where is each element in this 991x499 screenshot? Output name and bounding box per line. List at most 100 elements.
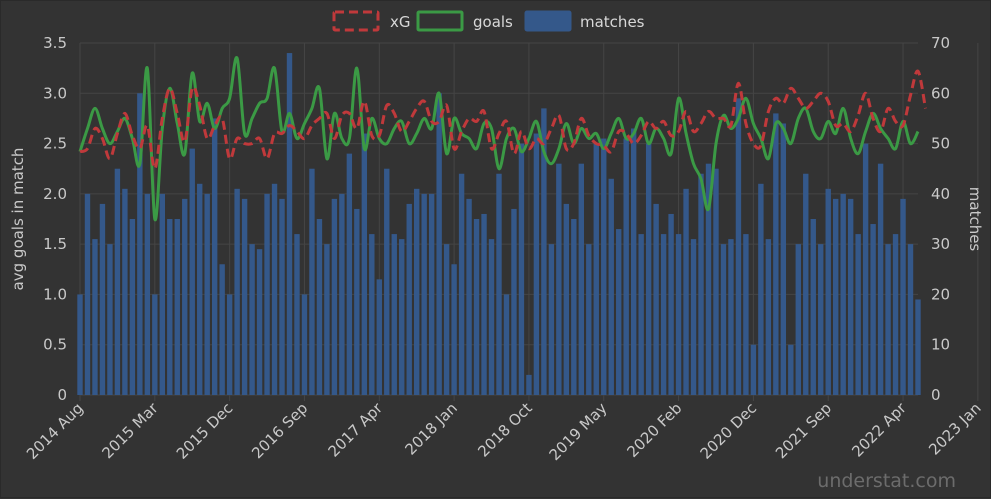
bar-matches bbox=[92, 239, 98, 395]
y-tick-right: 20 bbox=[931, 285, 950, 303]
bar-matches bbox=[840, 193, 846, 395]
bar-matches bbox=[750, 344, 757, 395]
bar-matches bbox=[129, 219, 136, 395]
bar-matches bbox=[279, 198, 285, 395]
y-tick-left: 0.5 bbox=[43, 336, 67, 354]
y-tick-left: 2.0 bbox=[43, 185, 67, 203]
bar-matches bbox=[182, 198, 188, 395]
y-tick-right: 50 bbox=[931, 135, 950, 153]
bar-matches bbox=[533, 133, 540, 395]
legend-label: goals bbox=[473, 13, 513, 31]
bar-matches bbox=[391, 234, 397, 395]
bar-matches bbox=[414, 188, 420, 395]
x-tick-label: 2018 Jan bbox=[401, 399, 460, 458]
bar-matches bbox=[623, 138, 629, 396]
bar-matches bbox=[309, 168, 315, 395]
legend-label: xG bbox=[390, 13, 411, 31]
bar-matches bbox=[399, 239, 405, 395]
bar-matches bbox=[503, 294, 510, 395]
legend-item-goals: goals bbox=[416, 10, 513, 32]
x-tick-label: 2023 Jan bbox=[925, 399, 984, 458]
bar-matches bbox=[758, 183, 764, 395]
bar-matches bbox=[137, 93, 143, 396]
bar-matches bbox=[653, 203, 659, 395]
bar-matches bbox=[301, 294, 308, 395]
bar-matches bbox=[862, 143, 869, 395]
bar-matches bbox=[324, 244, 330, 395]
bar-matches bbox=[660, 234, 667, 395]
bar-matches bbox=[436, 93, 442, 396]
legend-item-xG: xG bbox=[332, 10, 411, 32]
bar-matches bbox=[316, 219, 323, 395]
bar-matches bbox=[638, 234, 644, 395]
bar-matches bbox=[578, 163, 584, 395]
bar-matches bbox=[84, 193, 91, 395]
bar-matches bbox=[234, 188, 240, 395]
bar-matches bbox=[354, 208, 360, 395]
bar-matches bbox=[481, 213, 487, 395]
bar-matches bbox=[563, 203, 570, 395]
watermark-text: understat.com bbox=[817, 470, 956, 492]
bar-matches bbox=[870, 224, 876, 395]
bar-matches bbox=[683, 188, 689, 395]
bar-matches bbox=[541, 108, 547, 395]
bar-matches bbox=[780, 123, 787, 395]
x-tick-label: 2018 Oct bbox=[474, 399, 536, 461]
y-tick-left: 1.5 bbox=[43, 235, 67, 253]
bar-matches bbox=[152, 294, 158, 395]
bar-matches bbox=[384, 168, 390, 395]
bar-matches bbox=[690, 239, 697, 395]
bar-matches bbox=[271, 183, 278, 395]
bar-matches bbox=[773, 113, 779, 396]
bar-matches bbox=[713, 168, 719, 395]
x-tick-label: 2019 May bbox=[546, 399, 611, 464]
bar-matches bbox=[466, 198, 472, 395]
y-tick-left: 2.5 bbox=[43, 135, 67, 153]
bar-matches bbox=[586, 244, 592, 395]
legend-swatch-goals bbox=[416, 10, 464, 32]
bar-matches bbox=[174, 219, 180, 395]
bar-matches bbox=[900, 198, 906, 395]
bar-matches bbox=[428, 193, 435, 395]
bar-matches bbox=[331, 198, 338, 395]
bar-matches bbox=[211, 118, 218, 395]
y-tick-right: 60 bbox=[931, 84, 950, 102]
bar-matches bbox=[473, 219, 480, 395]
y-tick-left: 3.0 bbox=[43, 84, 67, 102]
bar-matches bbox=[526, 374, 532, 395]
bar-matches bbox=[361, 133, 368, 395]
bar-matches bbox=[855, 234, 861, 395]
bar-matches bbox=[877, 163, 884, 395]
bar-matches bbox=[339, 193, 345, 395]
line-goals bbox=[78, 56, 920, 222]
bar-matches bbox=[818, 244, 824, 395]
bar-matches bbox=[825, 188, 831, 395]
legend-item-matches: matches bbox=[524, 10, 645, 32]
legend-swatch-xG bbox=[332, 10, 380, 32]
bar-matches bbox=[241, 198, 248, 395]
legend-swatch-matches bbox=[524, 10, 572, 32]
y-tick-right: 0 bbox=[931, 386, 941, 404]
bar-matches bbox=[698, 173, 704, 395]
bar-matches bbox=[630, 128, 637, 395]
bar-matches bbox=[593, 143, 599, 395]
bar-matches bbox=[907, 244, 914, 395]
bar-matches bbox=[847, 198, 854, 395]
y-tick-left: 3.5 bbox=[43, 34, 67, 52]
bar-matches bbox=[705, 163, 712, 395]
y-tick-left: 1.0 bbox=[43, 285, 67, 303]
bar-matches bbox=[675, 234, 682, 395]
bar-matches bbox=[346, 153, 353, 395]
bar-matches bbox=[421, 193, 427, 395]
bar-matches bbox=[99, 203, 106, 395]
bar-matches bbox=[795, 244, 801, 395]
bar-matches bbox=[167, 219, 173, 395]
y-axis-title-left: avg goals in match bbox=[9, 148, 27, 291]
bar-matches bbox=[833, 198, 839, 395]
bar-matches bbox=[548, 244, 555, 395]
bar-matches bbox=[114, 168, 121, 395]
bar-matches bbox=[608, 178, 614, 395]
bar-matches bbox=[571, 219, 577, 395]
bar-matches bbox=[286, 53, 293, 396]
